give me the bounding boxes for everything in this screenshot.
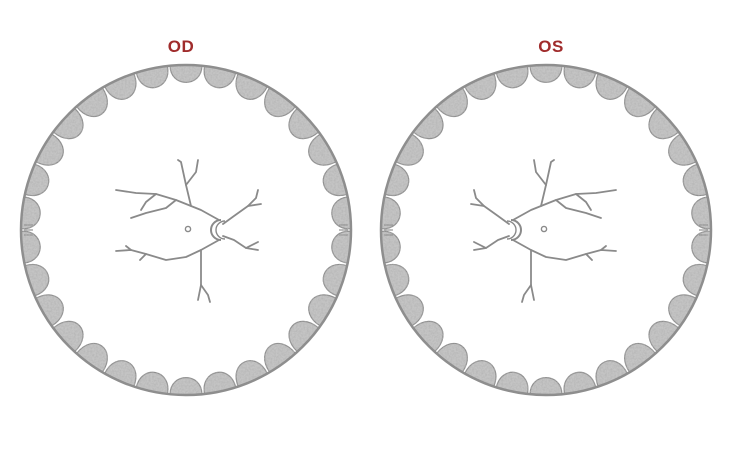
peripheral-scallop xyxy=(529,64,563,83)
retinal-vessel xyxy=(247,203,262,207)
retinal-vessel xyxy=(130,199,177,219)
retinal-vessel xyxy=(125,245,132,251)
retinal-vessel xyxy=(540,159,555,207)
od-fovea xyxy=(184,225,192,233)
retinal-vessel xyxy=(222,189,259,225)
retinal-vessel xyxy=(512,189,617,221)
od-fundus-outline xyxy=(19,63,353,397)
retinal-vessel xyxy=(533,159,547,186)
optic-disc-inner-rim xyxy=(506,220,517,240)
optic-disc-rim xyxy=(210,219,222,241)
os-fundus xyxy=(379,63,713,397)
retinal-vessel xyxy=(473,189,510,225)
od-label: OD xyxy=(167,37,195,56)
os-fovea xyxy=(540,225,548,233)
os-fundus-outline xyxy=(379,63,713,397)
retinal-vessel xyxy=(115,189,220,221)
retinal-vessel xyxy=(197,249,202,301)
peripheral-scallop xyxy=(169,64,203,83)
retinal-vessel xyxy=(600,245,607,251)
retinal-vessel xyxy=(177,159,192,207)
peripheral-scallop xyxy=(529,377,563,396)
os-retinal-vessels xyxy=(470,159,617,303)
retinal-vessel xyxy=(470,203,485,207)
retinal-vessel xyxy=(585,253,593,261)
retinal-vessel xyxy=(473,241,487,249)
retinal-vessel xyxy=(530,249,535,301)
peripheral-scallop xyxy=(169,377,203,396)
retinal-vessel xyxy=(575,193,592,211)
optic-disc-inner-rim xyxy=(215,220,226,240)
retinal-vessel xyxy=(200,284,211,303)
retinal-vessel xyxy=(245,241,259,249)
retinal-vessel xyxy=(555,199,602,219)
optic-disc-rim xyxy=(510,219,522,241)
od-fundus xyxy=(19,63,353,397)
retinal-vessel xyxy=(473,235,510,251)
os-label: OS xyxy=(538,37,564,56)
os-optic-disc xyxy=(506,219,522,241)
retinal-vessel xyxy=(222,235,259,251)
retinal-vessel xyxy=(521,284,532,303)
retinal-vessel xyxy=(139,253,147,261)
od-optic-disc xyxy=(210,219,226,241)
retinal-vessel xyxy=(185,159,199,186)
retinal-vessel xyxy=(140,193,157,211)
od-retinal-vessels xyxy=(115,159,262,303)
